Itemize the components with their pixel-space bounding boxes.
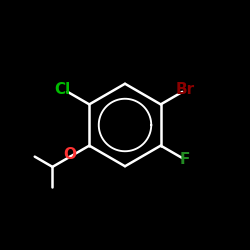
Text: Br: Br [175, 82, 195, 97]
Text: Cl: Cl [54, 82, 71, 97]
Text: O: O [64, 147, 77, 162]
Text: F: F [180, 152, 190, 167]
